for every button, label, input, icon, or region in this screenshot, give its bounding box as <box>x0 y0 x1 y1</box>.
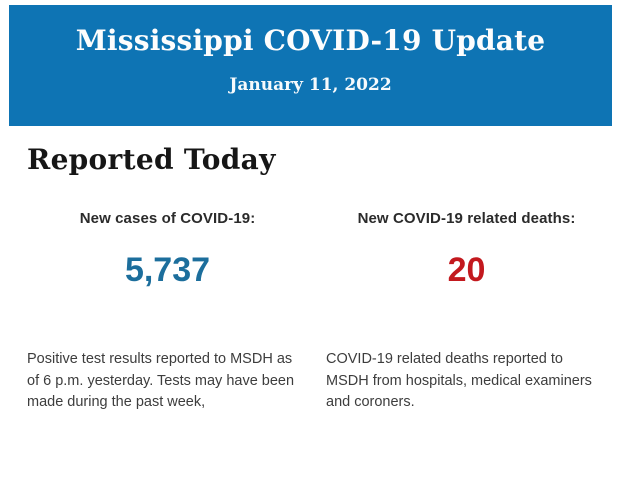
cases-description: Positive test results reported to MSDH a… <box>27 351 295 410</box>
section-heading: Reported Today <box>27 143 276 176</box>
deaths-value: 20 <box>447 251 486 289</box>
covid-update-infographic: Mississippi COVID-19 Update January 11, … <box>0 5 620 414</box>
cases-label: New cases of COVID-19: <box>79 210 256 227</box>
report-date: January 11, 2022 <box>229 75 392 95</box>
stats-row: New cases of COVID-19: New COVID-19 rela… <box>27 177 607 414</box>
deaths-label: New COVID-19 related deaths: <box>357 210 576 227</box>
content-area: Reported Today New cases of COVID-19: Ne… <box>0 143 620 414</box>
cases-value: 5,737 <box>124 251 211 289</box>
page-title: Mississippi COVID-19 Update <box>75 24 546 57</box>
deaths-description: COVID-19 related deaths reported to MSDH… <box>326 351 592 410</box>
header-banner: Mississippi COVID-19 Update January 11, … <box>9 5 612 126</box>
